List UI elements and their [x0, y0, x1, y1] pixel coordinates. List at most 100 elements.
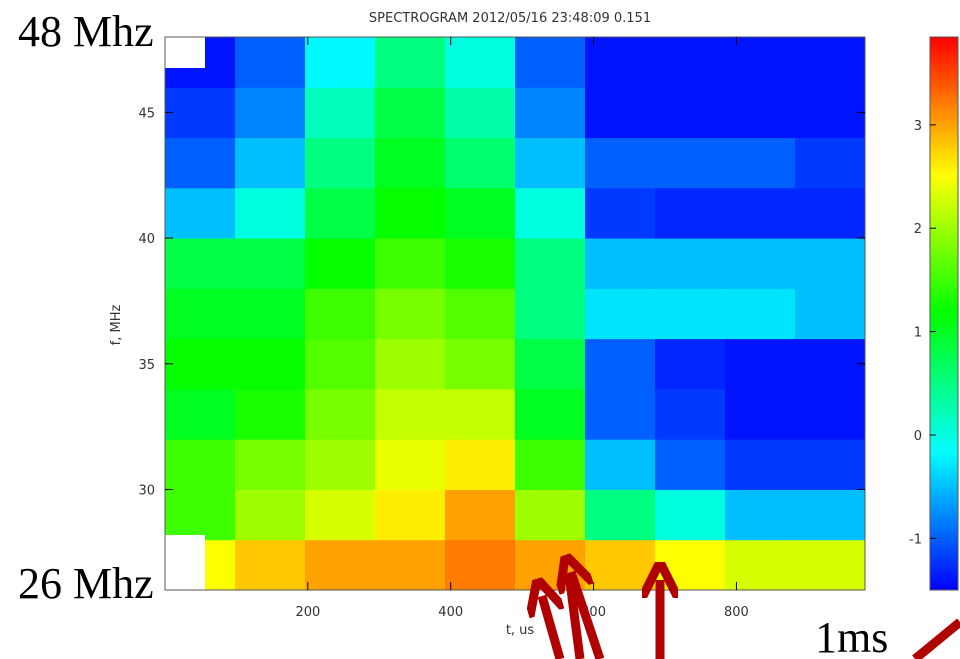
heatmap-cell: [655, 187, 726, 239]
heatmap-cell: [655, 388, 726, 440]
heatmap-cell: [375, 37, 446, 88]
heatmap-cell: [235, 187, 306, 239]
heatmap-cell: [725, 137, 796, 189]
heatmap-cell: [725, 238, 796, 289]
heatmap-cell: [305, 238, 376, 289]
heatmap-cell: [375, 238, 446, 289]
heatmap-cell: [725, 388, 796, 440]
heatmap-cell: [445, 388, 516, 440]
colorbar-tick-label: 0: [914, 429, 922, 444]
heatmap-cell: [585, 288, 656, 340]
heatmap-cell: [795, 37, 866, 88]
heatmap-cell: [795, 137, 866, 189]
heatmap-cell: [305, 338, 376, 390]
heatmap-cell: [585, 87, 656, 139]
heatmap-cell: [725, 87, 796, 139]
y-tick-label: 35: [138, 358, 155, 373]
x-tick-label: 200: [295, 605, 320, 620]
heatmap-cell: [165, 388, 236, 440]
heatmap-cell: [165, 238, 236, 289]
heatmap-cell: [725, 489, 796, 541]
heatmap-cell: [305, 187, 376, 239]
heatmap-cell: [585, 238, 656, 289]
heatmap-cell: [445, 187, 516, 239]
heatmap: [165, 37, 866, 591]
heatmap-cell: [445, 87, 516, 139]
heatmap-cell: [235, 489, 306, 541]
heatmap-cell: [375, 439, 446, 490]
heatmap-cell: [235, 137, 306, 189]
heatmap-cell: [305, 439, 376, 490]
heatmap-cell: [725, 439, 796, 490]
heatmap-cell: [655, 238, 726, 289]
heatmap-cell: [725, 37, 796, 88]
colorbar: [929, 36, 959, 591]
heatmap-cell: [655, 137, 726, 189]
chart-title: SPECTROGRAM 2012/05/16 23:48:09 0.151: [369, 11, 651, 26]
heatmap-cell: [445, 439, 516, 490]
heatmap-cell: [655, 539, 726, 591]
heatmap-cell: [795, 288, 866, 340]
heatmap-cell: [795, 338, 866, 390]
plot-frame: [164, 36, 866, 591]
heatmap-cell: [235, 439, 306, 490]
heatmap-cell: [585, 37, 656, 88]
heatmap-cell: [235, 288, 306, 340]
heatmap-cell: [725, 187, 796, 239]
heatmap-cell: [585, 489, 656, 541]
heatmap-cell: [445, 238, 516, 289]
heatmap-cell: [375, 87, 446, 139]
annotation: 26 Mhz: [18, 559, 154, 608]
y-tick-label: 40: [138, 232, 155, 247]
colorbar-tick-label: 2: [914, 222, 922, 237]
heatmap-cell: [585, 388, 656, 440]
heatmap-cell: [305, 388, 376, 440]
heatmap-cell: [375, 338, 446, 390]
heatmap-cell: [445, 338, 516, 390]
heatmap-cell: [725, 539, 796, 591]
heatmap-cell: [165, 288, 236, 340]
heatmap-cell: [375, 288, 446, 340]
heatmap-cell: [655, 288, 726, 340]
heatmap-cell: [445, 137, 516, 189]
heatmap-cell: [445, 288, 516, 340]
heatmap-cell: [235, 388, 306, 440]
heatmap-cell: [165, 439, 236, 490]
heatmap-cell: [795, 489, 866, 541]
heatmap-cell: [515, 37, 586, 88]
heatmap-cell: [515, 288, 586, 340]
heatmap-cell: [795, 187, 866, 239]
heatmap-cell: [375, 137, 446, 189]
heatmap-cell: [165, 187, 236, 239]
heatmap-cell: [655, 338, 726, 390]
y-axis-label: f, MHz: [109, 305, 124, 346]
mask: [0, 0, 205, 68]
arrow: [912, 618, 960, 659]
heatmap-cell: [515, 489, 586, 541]
heatmap-cell: [515, 439, 586, 490]
heatmap-cell: [795, 439, 866, 490]
colorbar-tick-label: 1: [914, 326, 922, 341]
heatmap-cell: [165, 338, 236, 390]
heatmap-cell: [585, 187, 656, 239]
mask: [165, 535, 205, 595]
heatmap-cell: [795, 238, 866, 289]
arrow: [571, 572, 605, 659]
heatmap-cell: [305, 87, 376, 139]
heatmap-cell: [655, 87, 726, 139]
heatmap-cell: [375, 388, 446, 440]
heatmap-cell: [795, 87, 866, 139]
y-tick-label: 45: [138, 106, 155, 121]
heatmap-cell: [585, 338, 656, 390]
heatmap-cell: [585, 539, 656, 591]
x-tick-label: 400: [438, 605, 463, 620]
heatmap-cell: [235, 238, 306, 289]
arrow: [564, 573, 585, 659]
heatmap-cell: [515, 137, 586, 189]
heatmap-cell: [655, 37, 726, 88]
heatmap-cell: [235, 87, 306, 139]
colorbar-tick-label: -1: [909, 532, 922, 547]
heatmap-cell: [655, 439, 726, 490]
